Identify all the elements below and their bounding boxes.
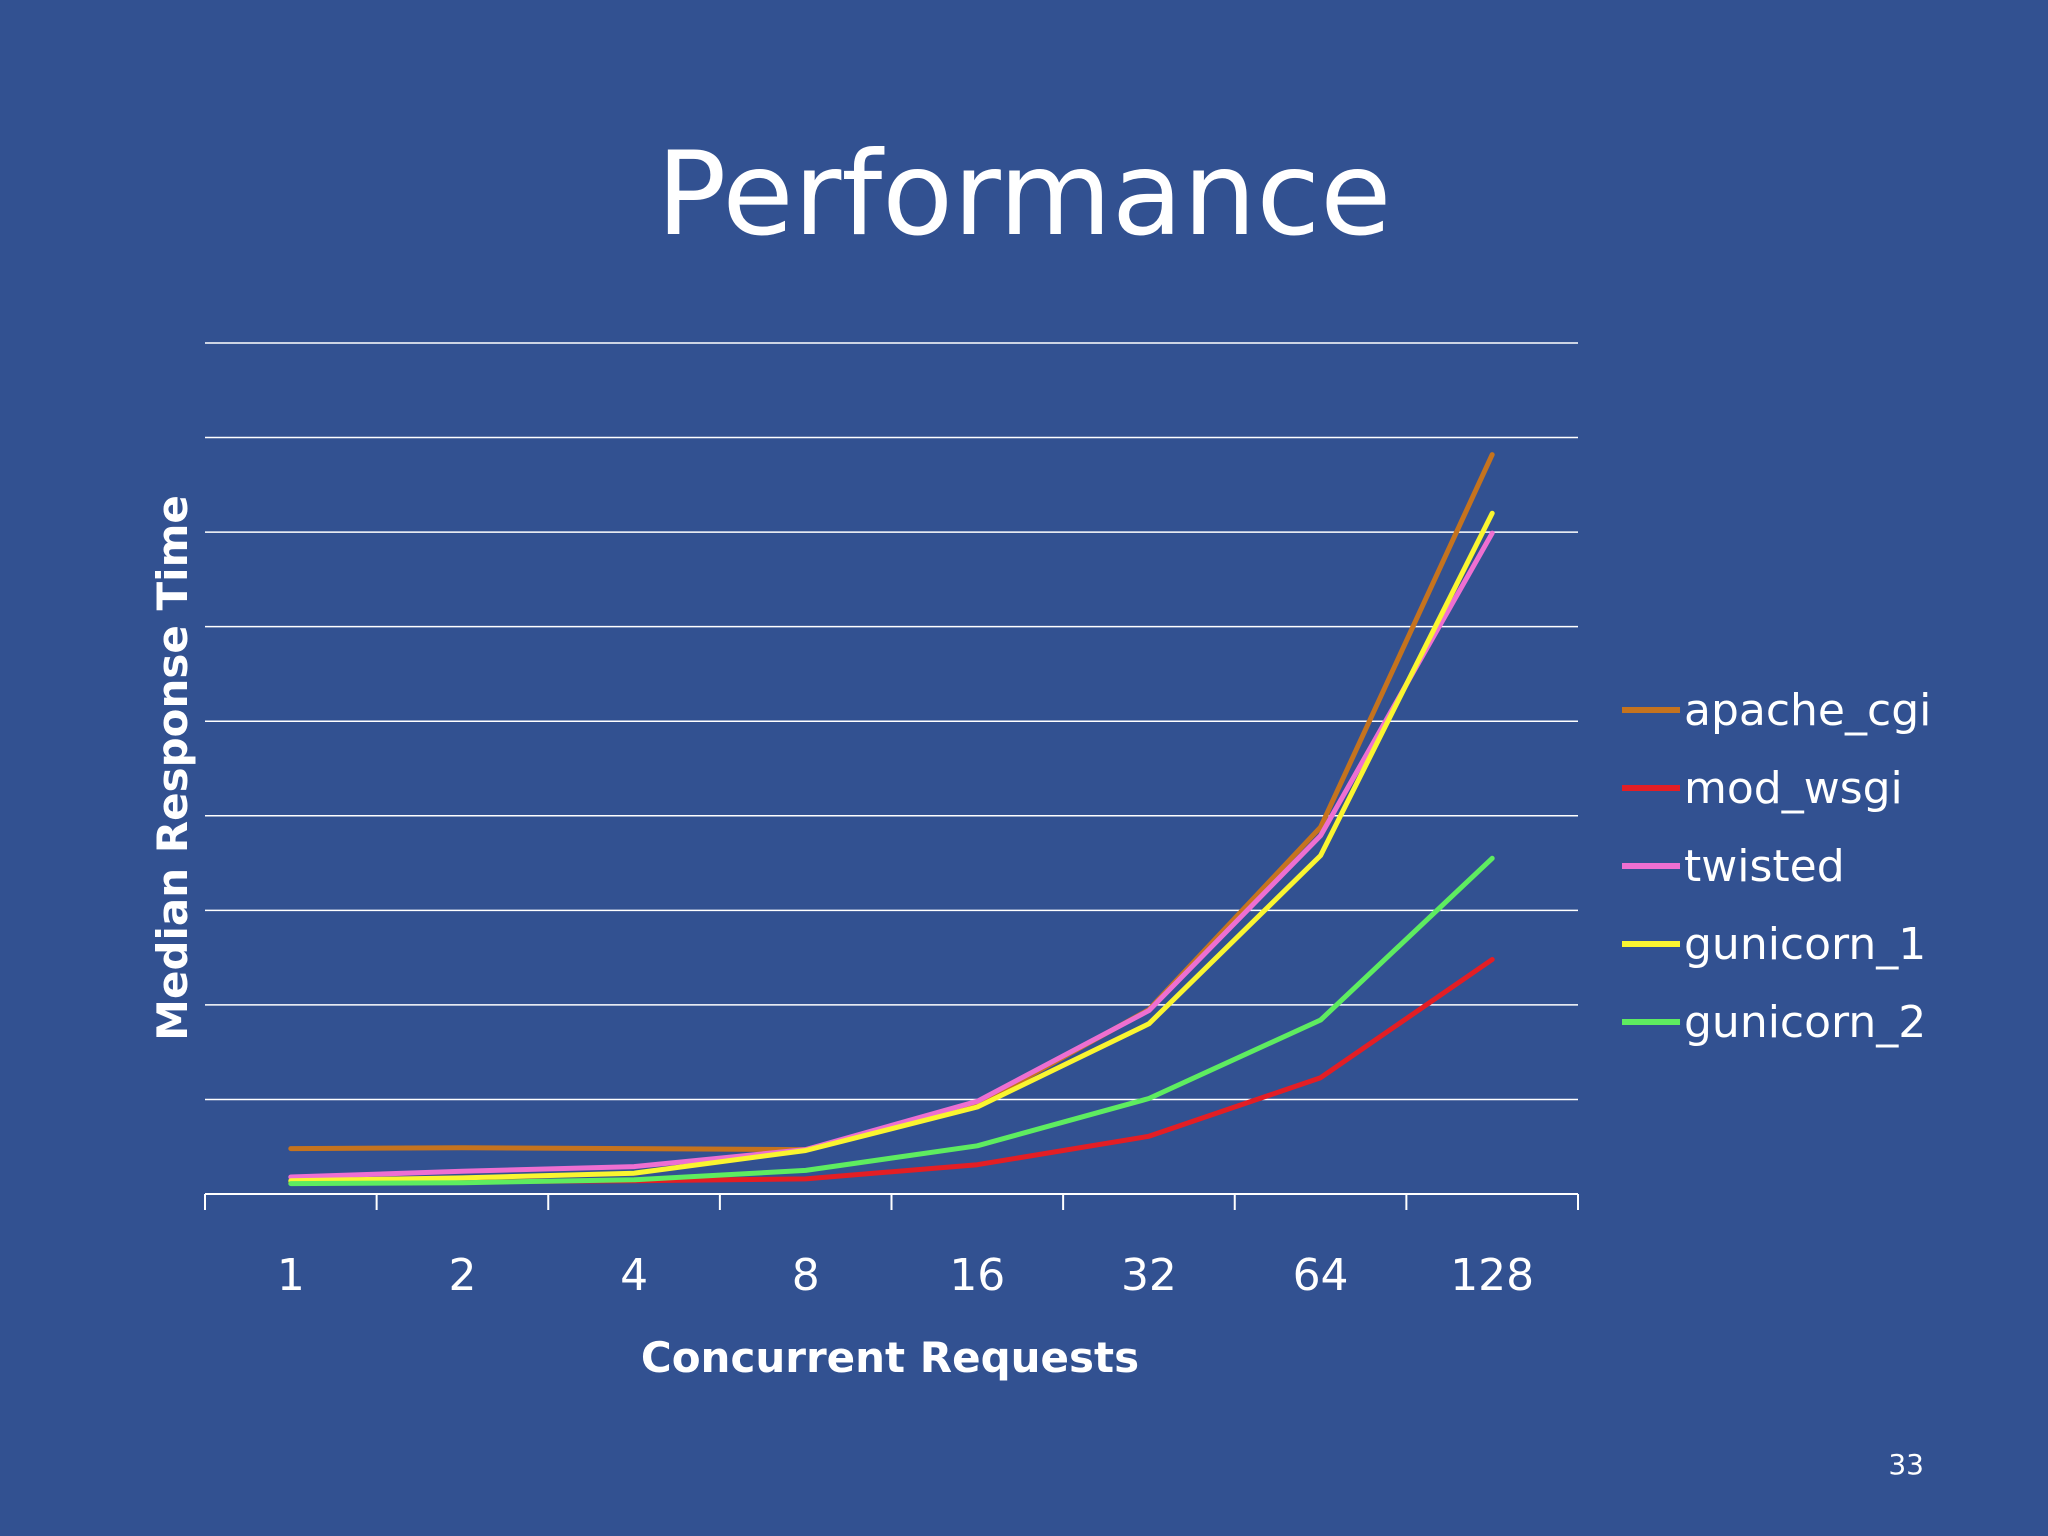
x-tick-label: 32 bbox=[1121, 1250, 1177, 1301]
x-tick-label: 64 bbox=[1293, 1250, 1349, 1301]
page-number: 33 bbox=[1888, 1448, 1924, 1481]
legend-label: gunicorn_2 bbox=[1684, 997, 1926, 1048]
x-tick-label: 4 bbox=[620, 1250, 648, 1301]
x-axis-title: Concurrent Requests bbox=[641, 1333, 1139, 1382]
series-line-apache-cgi bbox=[288, 452, 1495, 1153]
legend-label: gunicorn_1 bbox=[1684, 919, 1926, 970]
series-line-gunicorn-1 bbox=[288, 510, 1495, 1184]
x-tick-label: 8 bbox=[792, 1250, 820, 1301]
legend-label: twisted bbox=[1684, 841, 1845, 892]
x-tick-label: 16 bbox=[949, 1250, 1005, 1301]
x-axis bbox=[204, 1193, 1579, 1210]
x-tick-label: 128 bbox=[1450, 1250, 1534, 1301]
slide-title: Performance bbox=[656, 127, 1392, 262]
x-tick-label: 1 bbox=[277, 1250, 305, 1301]
chart-gridlines bbox=[205, 342, 1578, 1101]
x-tick-label: 2 bbox=[448, 1250, 476, 1301]
x-tick-labels: 1 2 4 8 16 32 64 128 bbox=[277, 1250, 1534, 1301]
legend-label: apache_cgi bbox=[1684, 685, 1931, 736]
legend-label: mod_wsgi bbox=[1684, 763, 1903, 814]
series-line-twisted bbox=[288, 530, 1495, 1180]
chart-series bbox=[288, 452, 1495, 1187]
series-line-gunicorn-2 bbox=[288, 855, 1495, 1187]
y-axis-title: Median Response Time bbox=[148, 495, 197, 1041]
